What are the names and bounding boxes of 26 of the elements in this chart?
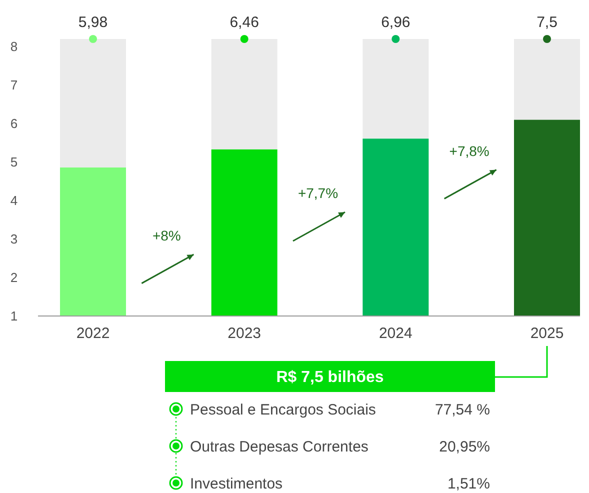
annotation: +8% <box>152 227 181 244</box>
annotation: 6,96 <box>381 14 410 31</box>
y-tick-label: 1 <box>10 308 18 324</box>
text: R$ 7,5 bilhões <box>276 369 384 386</box>
y-tick-label: 3 <box>10 232 18 247</box>
annotation: 7,5 <box>536 14 558 31</box>
annotation: 5,98 <box>78 14 108 31</box>
y-tick-label: 2 <box>10 270 18 286</box>
data-label: 77,54 % <box>434 401 490 418</box>
annotation: 6,46 <box>230 14 259 31</box>
annotation: +7,8% <box>449 142 490 159</box>
category-label: Pessoal e Encargos Sociais <box>190 401 376 418</box>
category-label: Outras Depesas Correntes <box>190 438 368 456</box>
y-tick-label: 4 <box>10 193 18 208</box>
x-tick-label: 2023 <box>228 325 262 342</box>
data-label: 1,51% <box>447 475 490 492</box>
y-tick-label: 7 <box>10 78 18 93</box>
category-label: Investimentos <box>190 475 283 492</box>
y-tick-label: 6 <box>10 116 18 132</box>
x-tick-label: 2022 <box>76 325 110 342</box>
y-tick-label: 8 <box>10 39 18 54</box>
y-tick-label: 5 <box>10 154 18 170</box>
data-label: 20,95% <box>439 438 490 456</box>
x-tick-label: 2025 <box>530 325 564 342</box>
annotation: +7,7% <box>298 185 338 202</box>
x-tick-label: 2024 <box>378 325 412 342</box>
